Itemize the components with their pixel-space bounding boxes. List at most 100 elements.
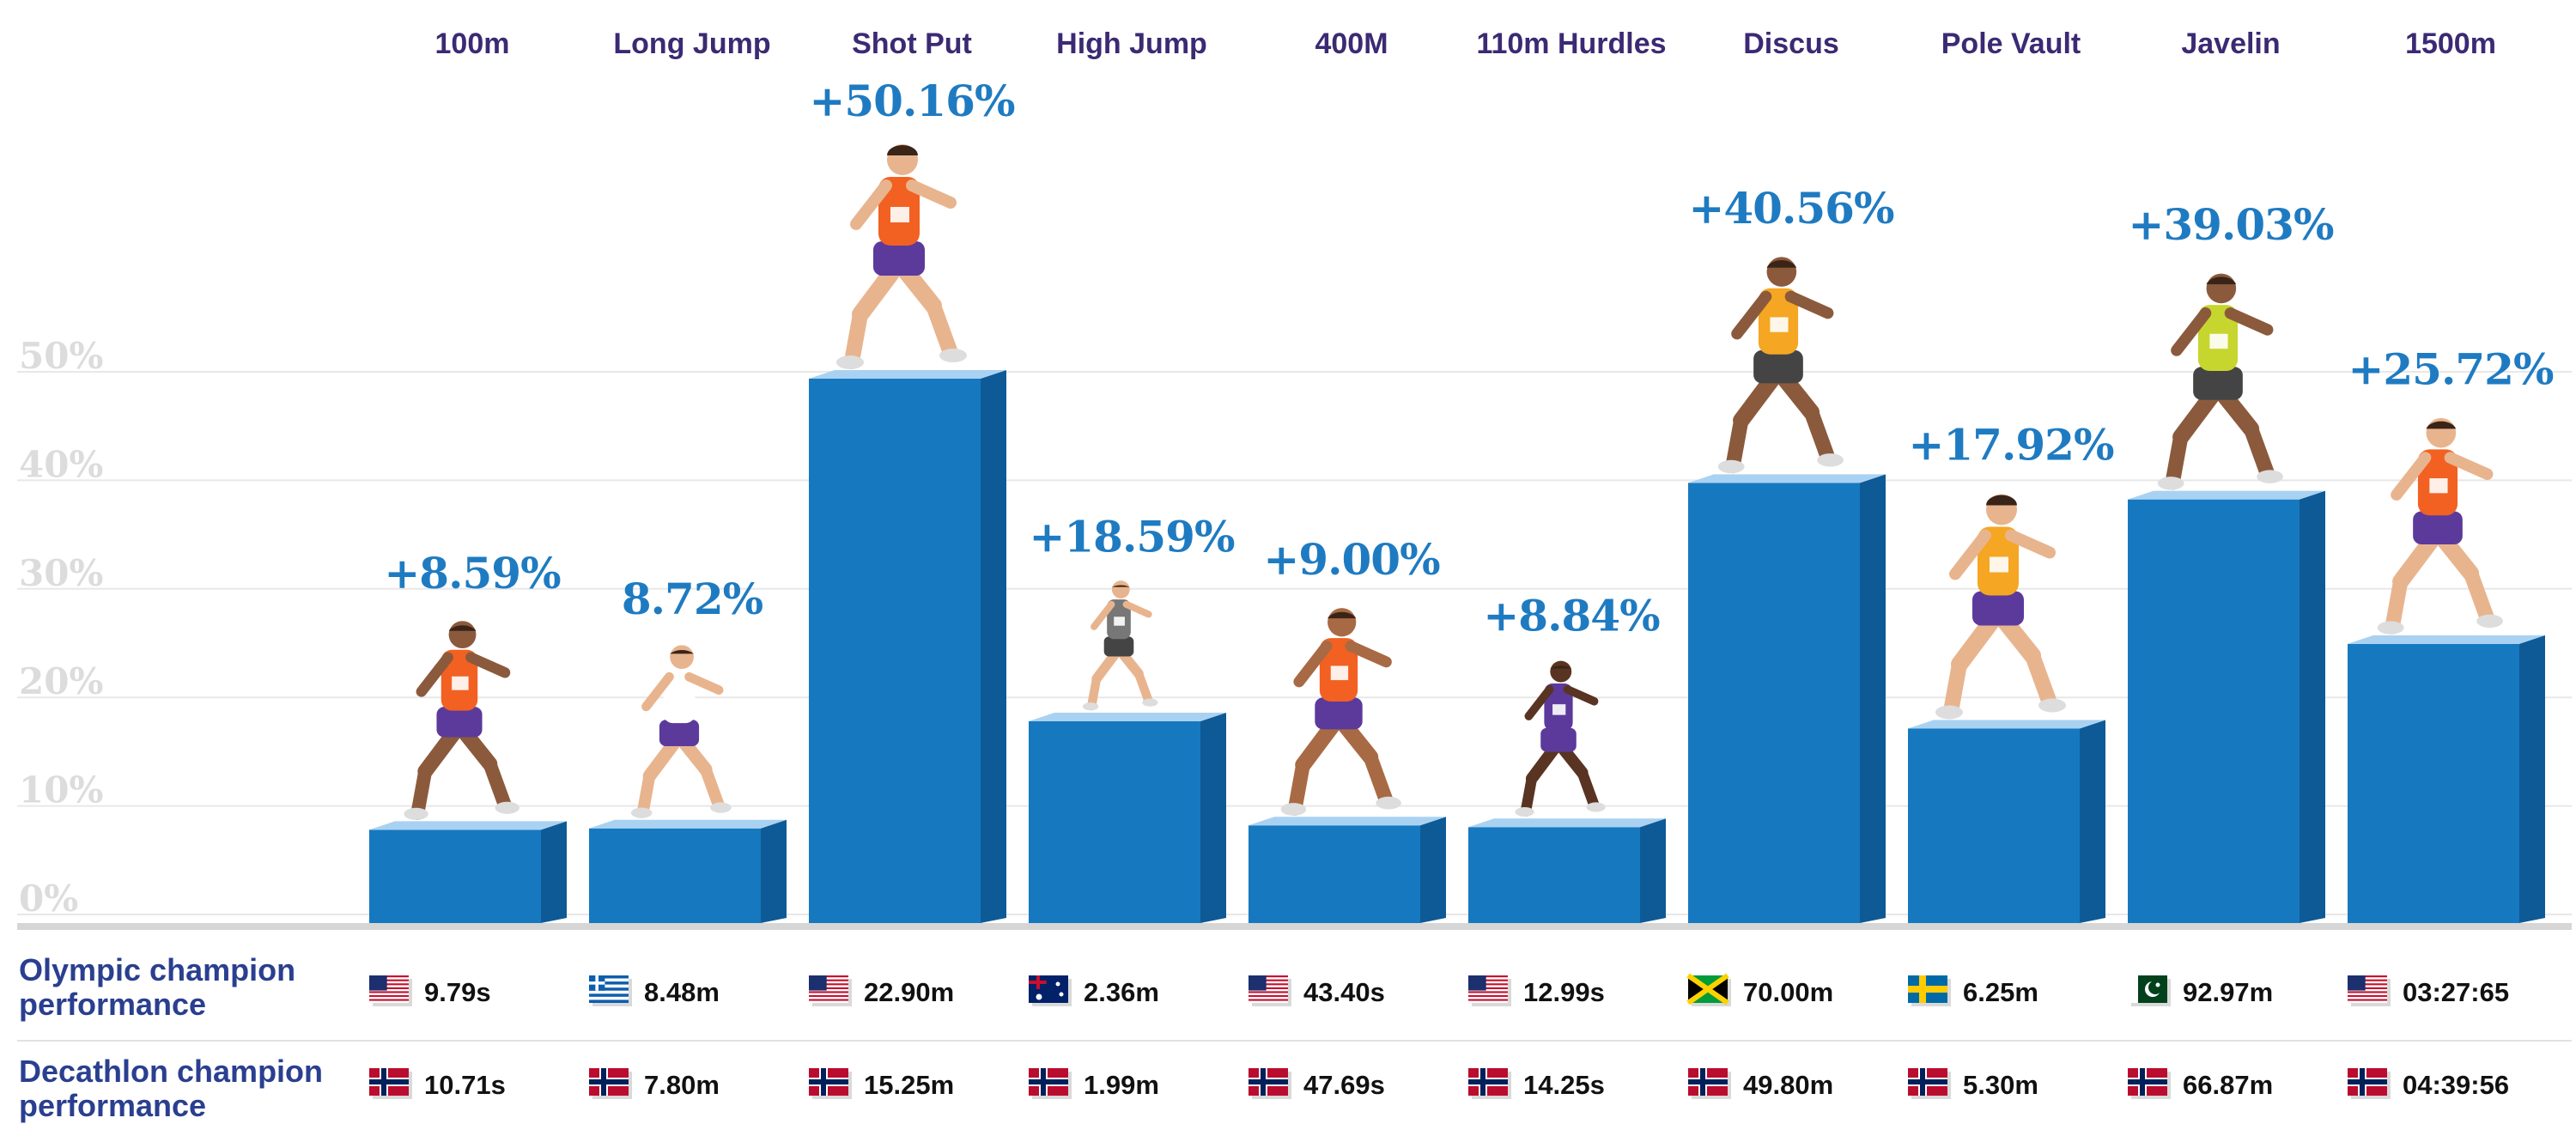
- bar-side: [2519, 635, 2545, 923]
- bar-top: [1029, 713, 1226, 722]
- value-label: +25.72%: [2348, 343, 2554, 394]
- olympic-row-label: Olympic champion performance: [19, 953, 295, 1022]
- bar: [1468, 818, 1666, 923]
- bars: [369, 369, 2545, 923]
- bar-front: [2348, 643, 2519, 923]
- olympic-performance-value: 03:27:65: [2403, 977, 2509, 1007]
- y-tick-label: 30%: [19, 552, 103, 594]
- bar-side: [2080, 720, 2105, 923]
- decathlon-performance-value: 66.87m: [2183, 1070, 2273, 1100]
- bar-top: [1468, 818, 1666, 828]
- decathlon-performance-value: 7.80m: [644, 1070, 720, 1100]
- y-tick-label: 40%: [19, 443, 103, 485]
- bar: [809, 369, 1006, 923]
- olympic-performance-value: 12.99s: [1523, 977, 1605, 1007]
- value-label: +9.00%: [1263, 534, 1440, 585]
- category-label: Long Jump: [613, 27, 770, 60]
- value-labels: +8.59% 8.72% +50.16% +18.59% +9.00% +8.84% +40…: [384, 76, 2555, 641]
- bar: [2348, 635, 2545, 923]
- decathlon-performance-value: 5.30m: [1963, 1070, 2038, 1100]
- decathlon-performance-value: 10.71s: [424, 1070, 506, 1100]
- bar-side: [2300, 490, 2325, 923]
- bar-top: [589, 819, 787, 829]
- athlete-figure: [2157, 273, 2283, 490]
- usa-flag-icon: [2348, 975, 2391, 1006]
- bar-side: [981, 369, 1006, 923]
- bar-front: [369, 829, 541, 923]
- athlete-figure: [1717, 257, 1844, 474]
- usa-flag-icon: [809, 975, 852, 1006]
- category-label: Pole Vault: [1941, 27, 2081, 60]
- y-tick-label: 20%: [19, 660, 103, 702]
- athlete-figure: [1082, 580, 1158, 711]
- bar-front: [1688, 483, 1860, 923]
- olympic-performance-value: 2.36m: [1084, 977, 1159, 1007]
- bar-side: [1640, 818, 1666, 923]
- category-label: High Jump: [1056, 27, 1207, 60]
- value-label: 8.72%: [622, 574, 763, 624]
- olympic-performance-value: 9.79s: [424, 977, 491, 1007]
- category-label: 100m: [435, 27, 510, 60]
- bar-front: [1029, 721, 1200, 923]
- decathlon-performance-value: 49.80m: [1743, 1070, 1833, 1100]
- category-label: 400M: [1315, 27, 1388, 60]
- bar-front: [1249, 825, 1420, 923]
- bar-side: [1200, 713, 1226, 923]
- athlete-illustrations: [404, 143, 2503, 820]
- category-label: 1500m: [2405, 27, 2496, 60]
- category-label: Javelin: [2181, 27, 2280, 60]
- bar: [2128, 490, 2325, 923]
- value-label: +18.59%: [1030, 512, 1235, 562]
- bar-front: [589, 828, 761, 923]
- decathlon-performance-value: 04:39:56: [2403, 1070, 2509, 1100]
- y-tick-label: 0%: [19, 878, 78, 920]
- norway-flag-icon: [1688, 1068, 1731, 1099]
- sweden-flag-icon: [1908, 975, 1951, 1006]
- greece-flag-icon: [589, 975, 632, 1006]
- value-label: +8.84%: [1483, 590, 1660, 641]
- value-label: +40.56%: [1689, 183, 1894, 234]
- category-label: Discus: [1743, 27, 1839, 60]
- norway-flag-icon: [1249, 1068, 1291, 1099]
- norway-flag-icon: [589, 1068, 632, 1099]
- category-label: Shot Put: [852, 27, 972, 60]
- bar-side: [1420, 817, 1446, 923]
- decathlon-performance-value: 14.25s: [1523, 1070, 1605, 1100]
- performance-rows: 9.79s 8.48m 22.90m 2.36m 43.40s 12.99s 70.00m 6…: [17, 973, 2572, 1100]
- category-labels: 100m Long Jump Shot Put High Jump 400M 110m H…: [435, 27, 2496, 60]
- value-label: +39.03%: [2129, 199, 2334, 250]
- athlete-figure: [2377, 417, 2503, 635]
- bar-front: [1908, 728, 2080, 923]
- bar-top: [1688, 474, 1886, 483]
- bar: [1029, 713, 1226, 923]
- jamaica-flag-icon: [1686, 973, 1731, 1006]
- bar: [1249, 817, 1446, 923]
- bar: [1688, 474, 1886, 923]
- athlete-figure: [1280, 608, 1401, 816]
- athlete-figure: [404, 621, 519, 820]
- decathlon-row-label: Decathlon champion performance: [19, 1054, 323, 1123]
- bar-top: [1908, 720, 2105, 729]
- bar-top: [1249, 817, 1446, 826]
- decathlon-performance-value: 1.99m: [1084, 1070, 1159, 1100]
- norway-flag-icon: [2128, 1068, 2171, 1099]
- bar: [589, 819, 787, 923]
- decathlon-performance-value: 15.25m: [864, 1070, 954, 1100]
- olympic-row-label-line2: performance: [19, 987, 207, 1022]
- bar-front: [809, 378, 981, 923]
- pakistan-flag-icon: [2128, 975, 2171, 1006]
- y-axis-ticks: 0% 10% 20% 30% 40% 50%: [19, 335, 103, 920]
- olympic-performance-value: 92.97m: [2183, 977, 2273, 1007]
- decathlon-row-label-line2: performance: [19, 1088, 207, 1123]
- athlete-figure: [630, 645, 732, 818]
- athlete-figure: [836, 143, 967, 369]
- usa-flag-icon: [1468, 975, 1511, 1006]
- athlete-figure: [1935, 494, 2066, 720]
- norway-flag-icon: [2348, 1068, 2391, 1099]
- bar-front: [1468, 827, 1640, 923]
- athlete-figure: [1515, 660, 1606, 817]
- norway-flag-icon: [1908, 1068, 1951, 1099]
- decathlon-row-label-line1: Decathlon champion: [19, 1054, 324, 1089]
- bar-front: [2128, 499, 2300, 923]
